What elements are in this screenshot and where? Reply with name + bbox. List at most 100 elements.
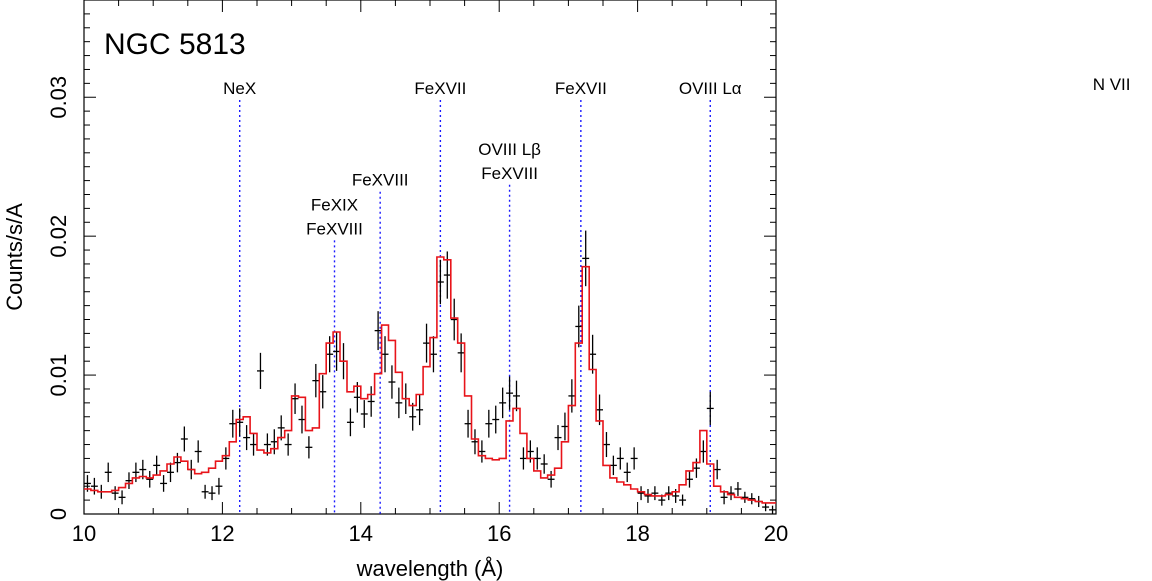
- data-point: [90, 477, 98, 495]
- data-point: [748, 493, 756, 505]
- data-point: [513, 380, 520, 412]
- data-point: [596, 394, 603, 426]
- data-point: [651, 486, 659, 501]
- line-label: NeX: [223, 79, 256, 98]
- data-point: [430, 336, 437, 373]
- data-point: [589, 334, 597, 374]
- data-point: [506, 376, 514, 410]
- data-point: [229, 409, 237, 438]
- x-tick-label: 10: [72, 521, 96, 546]
- data-point: [208, 486, 216, 501]
- data-point: [686, 470, 693, 488]
- data-point: [526, 440, 534, 463]
- data-point: [132, 462, 140, 483]
- data-point: [692, 458, 700, 478]
- data-point: [326, 336, 334, 373]
- data-point: [533, 447, 541, 470]
- data-point: [104, 462, 112, 483]
- data-point: [284, 433, 292, 456]
- data-point: [706, 391, 714, 426]
- data-point: [450, 298, 458, 341]
- line-label: FeXVIII: [481, 164, 538, 183]
- data-point: [263, 433, 271, 456]
- data-point: [388, 365, 396, 399]
- axis-tick-labels: 10 12 14 16 18 20 0 0.01 0.02 0.03: [46, 76, 788, 546]
- data-point: [616, 447, 624, 470]
- line-label: OVIII Lβ: [478, 140, 541, 159]
- data-point: [312, 363, 320, 398]
- data-point: [257, 352, 264, 389]
- data-point: [519, 447, 527, 470]
- data-point: [215, 477, 223, 495]
- data-point: [720, 490, 728, 505]
- data-point: [298, 405, 306, 434]
- data-point: [603, 432, 610, 458]
- data-point: [471, 429, 479, 455]
- x-tick-label: 18: [625, 521, 649, 546]
- data-point: [734, 482, 742, 496]
- data-point: [333, 332, 341, 371]
- data-point: [436, 259, 444, 305]
- data-point: [194, 440, 202, 463]
- emission-line-markers: NeX FeXIX FeXVIII FeXVIII FeXVII OVIII Lβ FeXV…: [223, 75, 1131, 514]
- data-point: [118, 490, 126, 505]
- x-axis-label: wavelength (Å): [356, 556, 504, 581]
- line-label: N VII: [1093, 75, 1131, 94]
- x-tick-label: 20: [764, 521, 788, 546]
- data-point: [319, 375, 327, 409]
- data-point: [762, 502, 770, 512]
- data-point: [561, 412, 569, 441]
- data-point: [582, 230, 590, 287]
- data-point: [243, 425, 251, 451]
- data-point: [201, 484, 209, 499]
- data-point: [180, 426, 188, 452]
- y-axis-label: Counts/s/A: [2, 203, 27, 311]
- data-point: [305, 436, 313, 459]
- data-point: [499, 387, 507, 419]
- data-point: [540, 454, 548, 474]
- data-point: [360, 400, 368, 428]
- line-label: FeXVII: [414, 79, 466, 98]
- data-point: [167, 462, 174, 483]
- line-label: FeXVII: [555, 79, 607, 98]
- data-point: [630, 447, 638, 470]
- data-point: [160, 475, 168, 492]
- data-point: [547, 470, 555, 488]
- line-label: FeXVIII: [306, 219, 363, 238]
- data-point: [125, 472, 133, 489]
- data-point: [423, 323, 430, 363]
- data-point: [699, 440, 707, 463]
- data-point: [609, 455, 617, 476]
- y-tick-label: 0.01: [46, 354, 71, 397]
- data-point: [665, 486, 673, 501]
- data-point: [492, 405, 500, 434]
- data-point: [769, 505, 776, 514]
- line-label: FeXVIII: [352, 171, 409, 190]
- data-point: [367, 386, 375, 417]
- data-point: [153, 455, 161, 476]
- data-point: [416, 394, 424, 426]
- data-point: [277, 415, 285, 441]
- data-point: [291, 383, 299, 414]
- x-tick-label: 12: [210, 521, 234, 546]
- data-point: [575, 305, 583, 348]
- line-label: FeXIX: [311, 195, 358, 214]
- data-point: [236, 408, 244, 437]
- plot-frame: [83, 0, 777, 515]
- data-point: [270, 429, 278, 455]
- data-point: [173, 452, 181, 473]
- data-points: [84, 230, 776, 514]
- data-point: [679, 494, 687, 506]
- data-point: [374, 311, 382, 351]
- data-point: [713, 459, 721, 480]
- data-point: [457, 333, 465, 373]
- y-tick-label: 0.03: [46, 76, 71, 119]
- data-point: [250, 433, 257, 456]
- x-tick-label: 14: [349, 521, 373, 546]
- data-point: [346, 408, 354, 437]
- data-point: [222, 447, 230, 470]
- data-point: [637, 486, 645, 501]
- data-point: [353, 382, 361, 413]
- data-point: [443, 251, 451, 299]
